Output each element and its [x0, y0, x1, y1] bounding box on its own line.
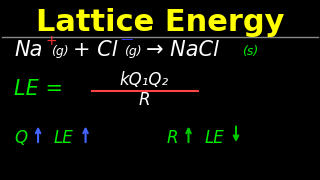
- Text: —: —: [120, 33, 133, 46]
- Text: LE: LE: [204, 129, 224, 147]
- Text: +: +: [45, 34, 57, 48]
- Text: Lattice Energy: Lattice Energy: [36, 8, 284, 37]
- Text: kQ₁Q₂: kQ₁Q₂: [120, 71, 169, 89]
- Text: Na: Na: [14, 40, 43, 60]
- Text: (s): (s): [242, 45, 259, 58]
- Text: (g): (g): [51, 45, 68, 58]
- Text: R: R: [139, 91, 150, 109]
- Text: R: R: [166, 129, 178, 147]
- Text: LE: LE: [54, 129, 74, 147]
- Text: (g): (g): [124, 45, 141, 58]
- Text: + Cl: + Cl: [73, 40, 117, 60]
- Text: Q: Q: [14, 129, 28, 147]
- Text: → NaCl: → NaCl: [146, 40, 219, 60]
- Text: LE =: LE =: [14, 79, 63, 99]
